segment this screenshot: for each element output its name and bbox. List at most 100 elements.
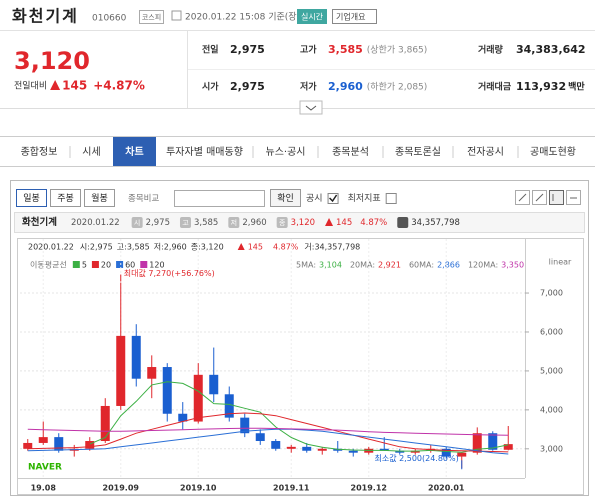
compare-label: 종목비교: [128, 194, 159, 204]
candle-body: [271, 441, 281, 449]
ma-last: 3,104: [319, 261, 342, 270]
summary-icon: [179, 217, 191, 228]
stat-label: 전일: [202, 44, 219, 56]
ma-readout: 5MA:: [296, 261, 316, 270]
summary-value: 2,960: [242, 218, 266, 228]
chart-frame: [17, 238, 584, 495]
candle-body: [240, 417, 250, 434]
candle-body: [457, 452, 467, 457]
stat-label: 저가: [300, 81, 317, 93]
scale-label: linear: [549, 258, 572, 267]
stat-value: 2,975: [230, 80, 265, 93]
period-label: 주봉: [57, 193, 74, 204]
legend-label: 5: [82, 261, 87, 270]
tab: 종목토론실: [395, 146, 441, 158]
tab-active-bg[interactable]: [113, 137, 156, 166]
ma-line: [89, 381, 509, 453]
x-tick-label: 2019.10: [180, 484, 217, 493]
ma-line: [27, 428, 509, 455]
option-label: 최저지표: [348, 193, 381, 204]
candle-body: [100, 405, 110, 442]
stat-note: (상한가 3,865): [367, 45, 428, 56]
market: 코스피: [142, 13, 161, 22]
stat-note: (하한가 2,085): [367, 82, 428, 93]
quote-date: 2020.01.22 15:08 기준(장중): [185, 12, 308, 23]
realtime: 실시간: [301, 12, 324, 22]
readout-item: 고:3,585: [117, 243, 150, 252]
ma-last: 2,866: [437, 261, 460, 270]
checkbox[interactable]: [385, 193, 397, 204]
legend-swatch: [72, 261, 80, 268]
stat-value: 113,932: [516, 80, 566, 93]
company-badge[interactable]: [332, 9, 377, 24]
summary-value: 2,975: [146, 218, 170, 228]
readout-volume: 거:34,357,798: [304, 243, 360, 252]
expand-toggle[interactable]: [299, 100, 323, 115]
summary-icon-label: 고: [182, 219, 189, 227]
candle-body: [255, 433, 265, 442]
ma-readout: 60MA:: [409, 261, 434, 270]
x-tick-label: 2020.01: [428, 484, 465, 493]
candle-body: [379, 448, 389, 451]
y-tick-label: 6,000: [540, 327, 563, 336]
compare-input[interactable]: [174, 190, 265, 207]
summary-date: 2020.01.22: [71, 218, 120, 228]
legend-swatch: [140, 261, 148, 268]
period-button[interactable]: [16, 189, 47, 207]
candle-body: [116, 335, 126, 406]
candle-body: [317, 448, 327, 451]
candle-body: [395, 450, 405, 453]
candle-body: [23, 442, 33, 449]
summary-icon-label: 시: [134, 219, 140, 227]
ma-title: 이동평균선: [30, 260, 67, 270]
y-tick-label: 7,000: [540, 289, 563, 298]
confirm-button[interactable]: [270, 189, 301, 207]
tab: 시세: [82, 146, 100, 158]
x-tick-label: 2019.09: [103, 484, 140, 493]
candle-body: [472, 433, 482, 453]
tab: 뉴스·공시: [266, 146, 306, 158]
summary-name: 화천기계: [22, 216, 57, 228]
candle-body: [162, 367, 172, 414]
candle-body: [193, 374, 203, 422]
x-tick-label: 2019.12: [351, 484, 387, 493]
up-triangle: [237, 243, 245, 250]
period-label: 일봉: [23, 193, 40, 204]
tab: 종목분석: [332, 146, 369, 158]
change: 145: [62, 79, 87, 93]
summary-bar: [14, 212, 585, 233]
period-button[interactable]: [50, 189, 81, 207]
summary-value: 3,120: [291, 218, 315, 228]
stat-value: 34,383,642: [516, 43, 586, 56]
stat-value: 3,585: [328, 43, 363, 56]
stat-value: 2,975: [230, 43, 265, 56]
summary-icon: [131, 217, 143, 228]
ma-line: [27, 427, 509, 436]
candle-body: [38, 437, 48, 443]
candle-body: [348, 450, 358, 453]
max-annotation: 최대값 7,270(+56.76%): [124, 268, 215, 278]
candle-body: [209, 374, 219, 395]
readout-rate: 4.87%: [273, 243, 299, 252]
summary-value: 3,585: [194, 218, 218, 228]
readout-item: 종:3,120: [191, 243, 224, 252]
candle-body: [85, 441, 95, 449]
period-button[interactable]: [84, 189, 115, 207]
summary-icon-label: 종: [279, 219, 286, 227]
ma-readout: 120MA:: [468, 261, 498, 270]
tab: 차트: [125, 145, 143, 158]
ma-last: 3,350: [501, 261, 524, 270]
checkbox[interactable]: [327, 193, 339, 204]
readout-item: 저:2,960: [154, 243, 187, 252]
change-rate: +4.87%: [93, 79, 145, 93]
summary-icon-label: 저: [231, 218, 237, 227]
summary-icon: [228, 217, 240, 228]
candle-body: [131, 335, 141, 379]
tool-glyph: [518, 193, 577, 202]
legend-swatch: [91, 261, 99, 268]
legend-label: 60: [125, 261, 135, 270]
volume-icon: [397, 217, 409, 228]
tab: 전자공시: [467, 146, 504, 158]
tool-icon[interactable]: [549, 190, 564, 205]
price: 3,120: [14, 47, 90, 75]
